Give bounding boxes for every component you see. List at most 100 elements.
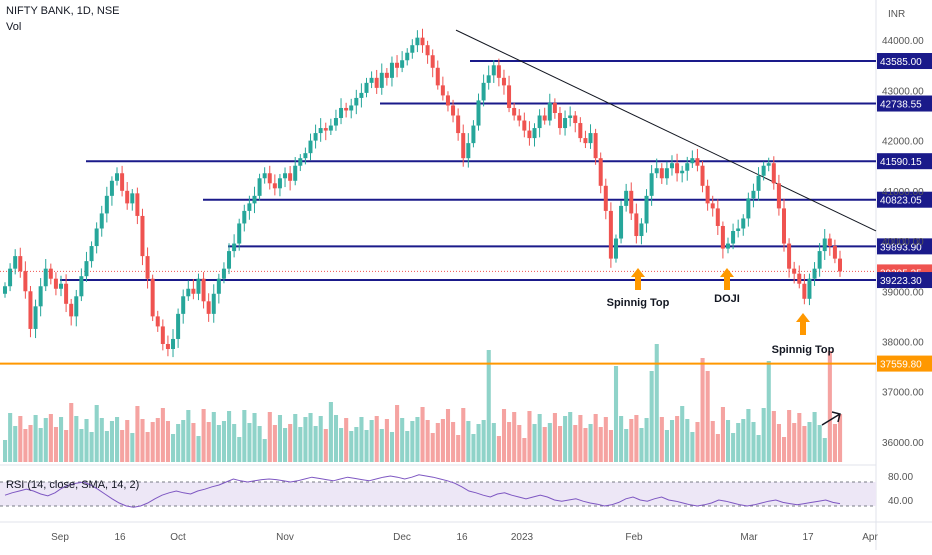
candle-body (451, 105, 456, 116)
volume-label: Vol (6, 21, 22, 33)
candle-body (237, 223, 242, 244)
volume-bar (568, 412, 573, 462)
candle-body (109, 180, 114, 196)
volume-bar (283, 428, 288, 462)
candle-body (267, 173, 272, 184)
candle-body (496, 65, 501, 78)
candle-body (685, 163, 690, 171)
volume-bar (221, 421, 227, 462)
volume-bar (333, 415, 339, 462)
volume-bar (384, 419, 389, 462)
volume-bar (435, 423, 440, 462)
volume-bar (792, 423, 797, 462)
volume-bar (288, 424, 293, 462)
level-price-label: 42738.55 (880, 100, 922, 111)
candle-body (232, 243, 237, 252)
candle-body (669, 163, 674, 169)
candle-body (746, 198, 751, 219)
candle-body (74, 296, 79, 317)
rsi-line (4, 474, 841, 508)
volume-bar (181, 420, 186, 462)
level-price-label: 39893.90 (880, 242, 922, 253)
volume-bar (481, 420, 486, 462)
candle-body (481, 82, 486, 101)
volume-bar (781, 437, 787, 462)
candle-body (471, 125, 476, 144)
volume-bar (456, 435, 461, 462)
candle-body (364, 82, 369, 93)
candle-body (99, 213, 104, 229)
candle-body (23, 271, 28, 292)
volume-bar (201, 409, 206, 462)
volume-bar (135, 406, 140, 462)
candle-body (415, 37, 420, 46)
volume-bar (293, 414, 298, 462)
candle-body (405, 52, 410, 61)
volume-bar (410, 421, 415, 462)
volume-bar (257, 426, 262, 462)
volume-bar (603, 417, 608, 462)
volume-bar (318, 416, 323, 462)
volume-bar (171, 434, 176, 462)
volume-bar (613, 366, 619, 462)
time-tick-label: Mar (740, 532, 758, 543)
candle-body (69, 303, 74, 317)
time-tick-label: 17 (802, 532, 814, 543)
volume-bar (838, 414, 843, 462)
volume-bar (130, 433, 135, 462)
volume-bar (608, 430, 613, 462)
up-arrow-icon (720, 268, 734, 290)
rsi-tick-label: 40.00 (888, 496, 913, 507)
candle-body (395, 62, 400, 68)
volume-bar (598, 427, 603, 462)
candle-body (206, 301, 211, 314)
candle-body (583, 138, 588, 144)
volume-bar (619, 416, 624, 462)
candle-body (384, 72, 389, 78)
candle-body (186, 288, 191, 297)
time-tick-label: Apr (862, 532, 878, 543)
volume-bar (64, 430, 69, 462)
volume-bar (150, 422, 155, 462)
volume-bar (812, 412, 817, 462)
candle-body (33, 306, 38, 329)
candle-body (79, 276, 84, 297)
candle-body (695, 158, 700, 166)
candle-body (705, 185, 710, 204)
candle-body (59, 283, 64, 289)
time-tick-label: Dec (393, 532, 411, 543)
volume-bar (176, 424, 181, 462)
volume-bar (588, 424, 593, 462)
volume-bar (583, 428, 588, 462)
volume-bar (115, 417, 120, 462)
volume-bar (43, 418, 48, 462)
spinning-top-label-1: Spinnig Top (607, 297, 670, 309)
volume-bar (817, 425, 822, 462)
price-tick-label: 44000.00 (882, 36, 924, 47)
candle-body (155, 316, 160, 327)
volume-bar (802, 426, 807, 462)
volume-bar (527, 411, 532, 462)
candle-body (792, 268, 797, 274)
doji-label: DOJI (714, 293, 740, 305)
candle-body (344, 107, 349, 111)
volume-bar (242, 410, 247, 462)
level-price-tag (877, 238, 932, 255)
descending-trendline (455, 29, 877, 232)
rsi-pane: RSI (14, close, SMA, 14, 2) 80.00 40.00 (0, 472, 913, 508)
volume-bar (425, 420, 430, 462)
candle-body (435, 67, 440, 86)
candle-body (552, 102, 557, 113)
candle-body (369, 77, 374, 83)
price-tick-label: 36000.00 (882, 438, 924, 449)
volume-bar (303, 417, 308, 462)
volume-bar (237, 437, 242, 462)
candle-body (741, 218, 746, 229)
candle-body (578, 123, 583, 139)
volume-bar (700, 358, 705, 462)
candle-body (725, 243, 730, 249)
candle-body (629, 190, 634, 214)
candle-body (262, 173, 267, 179)
volume-bar (476, 424, 481, 462)
